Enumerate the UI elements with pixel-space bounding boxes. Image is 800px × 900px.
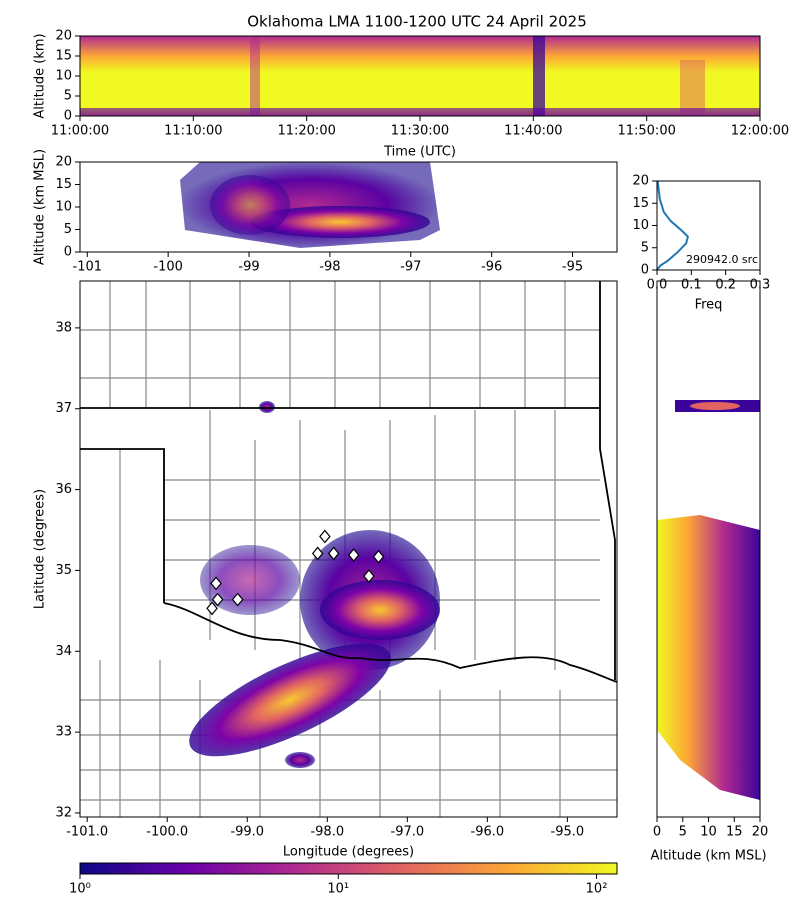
x-tick-label: 10⁰ (69, 882, 91, 897)
y-tick-label: 0 (641, 263, 649, 278)
x-tick-label: 20 (752, 825, 769, 840)
y-tick-label: 34 (55, 644, 72, 659)
y-tick-label: 0 (64, 109, 72, 124)
annotation: 290942.0 src (686, 253, 758, 266)
x-tick-label: -95 (562, 260, 583, 275)
y-tick-label: 32 (55, 805, 72, 820)
x-tick-label: -96.0 (471, 825, 505, 840)
x-axis-label: Longitude (degrees) (283, 845, 414, 860)
x-axis-label: Time (UTC) (383, 145, 456, 160)
x-tick-label: 11:10:00 (164, 124, 222, 139)
x-tick-label: 10¹ (327, 882, 349, 897)
density-decor (80, 36, 760, 817)
x-tick-label: 11:50:00 (617, 124, 675, 139)
station (211, 592, 224, 607)
colorbar (79, 862, 618, 875)
y-tick-label: 38 (55, 320, 72, 335)
x-tick-label: -97 (400, 260, 421, 275)
y-tick-label: 20 (55, 29, 72, 44)
y-tick-label: 10 (55, 69, 72, 84)
x-tick-label: 11:30:00 (391, 124, 449, 139)
station (319, 529, 331, 544)
y-tick-label: 5 (64, 89, 72, 104)
y-tick-label: 15 (632, 196, 649, 211)
x-tick-label: -99.0 (230, 825, 264, 840)
y-axis-label: Altitude (km MSL) (33, 149, 48, 265)
x-tick-label: -101.0 (66, 825, 108, 840)
y-tick-label: 35 (55, 563, 72, 578)
y-tick-label: 33 (55, 725, 72, 740)
y-tick-label: 36 (55, 482, 72, 497)
station (210, 576, 222, 591)
y-tick-label: 10 (632, 218, 649, 233)
station (363, 569, 375, 584)
x-tick-label: 12:00:00 (731, 124, 789, 139)
x-tick-label: -99 (238, 260, 259, 275)
x-tick-label: -98.0 (310, 825, 344, 840)
station (206, 601, 218, 616)
station (231, 592, 244, 607)
x-axis-label: Freq (695, 298, 723, 313)
x-tick-label: 11:40:00 (504, 124, 562, 139)
x-tick-label: -100 (153, 260, 183, 275)
station (372, 549, 385, 564)
x-tick-label: 0 (653, 825, 661, 840)
x-tick-label: -98 (319, 260, 340, 275)
x-tick-label: 10 (700, 825, 717, 840)
y-tick-label: 10 (55, 200, 72, 215)
y-tick-label: 5 (64, 222, 72, 237)
y-axis-label: Altitude (km) (33, 33, 48, 118)
x-tick-label: 5 (679, 825, 687, 840)
x-tick-label: -96 (481, 260, 502, 275)
y-tick-label: 0 (64, 245, 72, 260)
x-tick-label: -97.0 (391, 825, 425, 840)
station (347, 548, 360, 563)
freq-line (656, 180, 690, 271)
x-tick-label: -100.0 (146, 825, 188, 840)
x-axis-label: Altitude (km MSL) (650, 849, 766, 864)
chart-title: Oklahoma LMA 1100-1200 UTC 24 April 2025 (247, 13, 587, 31)
x-tick-label: 15 (726, 825, 743, 840)
x-tick-label: 10² (586, 882, 608, 897)
x-tick-label: -95.0 (551, 825, 585, 840)
x-tick-label: 11:00:00 (51, 124, 109, 139)
y-tick-label: 37 (55, 401, 72, 416)
y-tick-label: 15 (55, 49, 72, 64)
y-axis-label: Latitude (degrees) (33, 489, 48, 609)
x-tick-label: 11:20:00 (277, 124, 335, 139)
state-lines (80, 281, 617, 683)
panel-frame (79, 280, 618, 818)
station (311, 546, 324, 561)
x-tick-label: 0.1 (681, 278, 702, 293)
y-tick-label: 15 (55, 177, 72, 192)
x-tick-label: 0.2 (715, 278, 736, 293)
station (327, 546, 340, 561)
y-tick-label: 20 (55, 155, 72, 170)
x-tick-label: -101 (73, 260, 103, 275)
y-tick-label: 5 (641, 240, 649, 255)
y-tick-label: 20 (632, 174, 649, 189)
